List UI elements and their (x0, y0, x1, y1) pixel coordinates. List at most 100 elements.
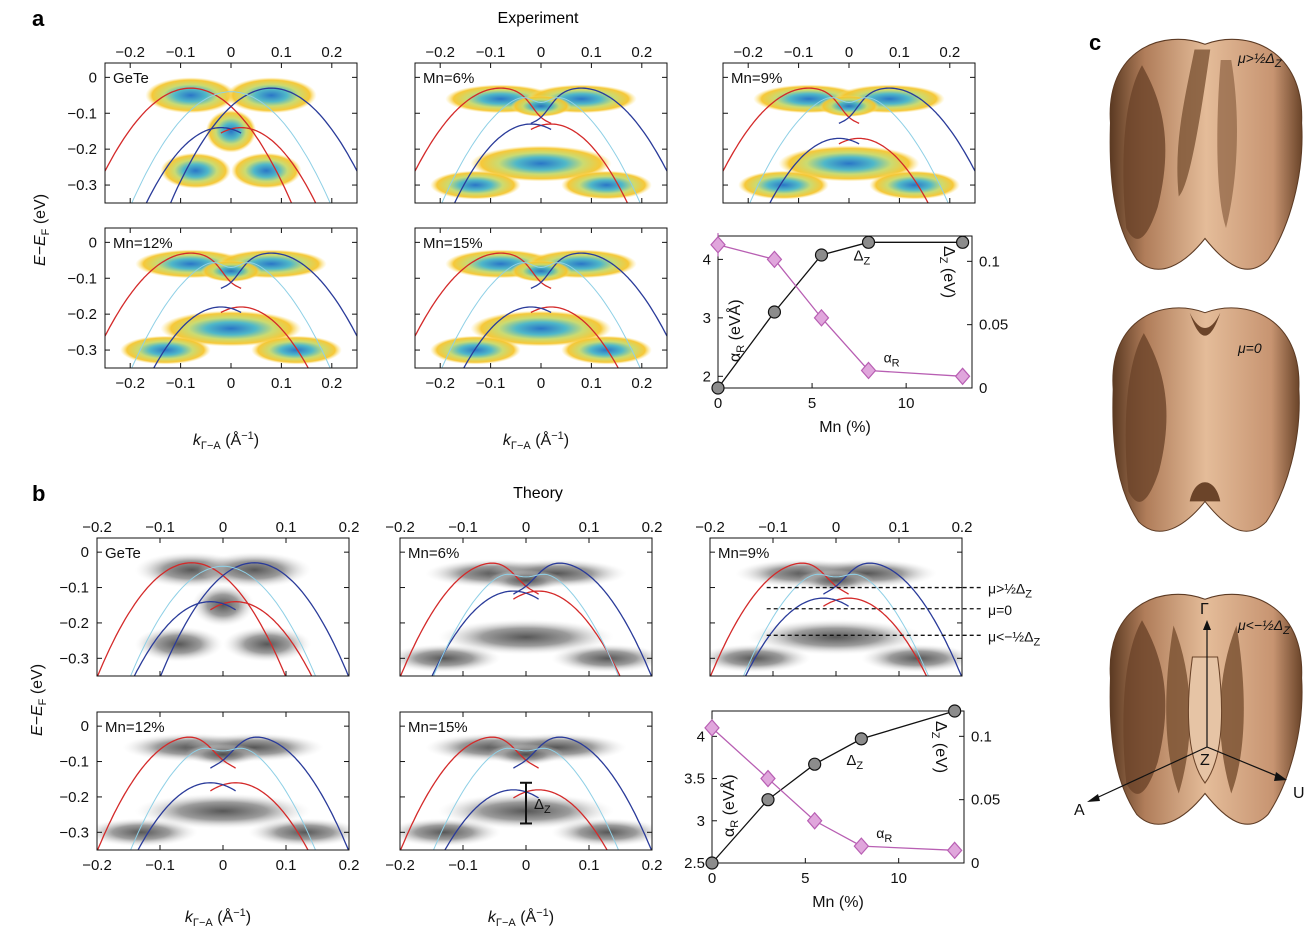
k-superscript: −1 (233, 907, 246, 919)
k-tick-label: −0.2 (425, 375, 455, 392)
composition-label: Mn=9% (731, 70, 782, 87)
delta-point (955, 235, 970, 249)
band-blue-lower (769, 137, 860, 203)
gamma-axis-arrow (1203, 620, 1211, 630)
alpha-point (710, 235, 726, 254)
k-tick-label: 0.2 (631, 375, 652, 392)
k-tick-label: −0.1 (145, 519, 175, 536)
intensity-map (415, 249, 667, 368)
band-red-lower (530, 123, 629, 203)
y2-tick-label: 0.05 (971, 792, 1000, 809)
k-tick-label: 0.2 (642, 519, 663, 536)
fermi-surface-fold (1166, 625, 1190, 794)
intensity-blob (225, 77, 317, 114)
band-blue-lower (431, 590, 539, 676)
energy-axis-label: E−EF (eV) (32, 194, 52, 266)
panel-letter-b: b (32, 481, 45, 506)
band-blue-upper (823, 562, 962, 676)
y-tick-label: 3 (703, 310, 711, 327)
chart-frame (717, 235, 973, 389)
band-blue-lower (133, 601, 236, 676)
experiment-panels: −0.2 −0.1 0 0.1 0.2 0 −0.1 −0.2 −0.3 GeTe −0.2 −0.1… (32, 44, 976, 452)
label-main: α (727, 353, 744, 362)
k-tick-label: −0.1 (166, 375, 196, 392)
band-cyan (742, 573, 930, 676)
k-tick-label: −0.1 (476, 375, 506, 392)
label-sub: Z (1025, 589, 1032, 601)
alpha-point (766, 250, 783, 269)
band-red-lower (838, 137, 929, 203)
label-main: Δ (940, 246, 957, 257)
k-symbol: k (193, 432, 202, 449)
intensity-blob (200, 260, 262, 282)
label-rest: (eV) (932, 738, 949, 773)
delta-point (861, 235, 876, 249)
band-blue-lower (444, 789, 539, 850)
composition-label: Mn=9% (718, 545, 769, 562)
k-tick-label: 0.1 (581, 44, 602, 61)
intensity-blob (561, 170, 652, 200)
intensity-blob (738, 170, 829, 200)
z-label: Z (1200, 752, 1210, 769)
k-tick-label: 0.1 (579, 857, 600, 874)
k-tick-label: 0.1 (276, 519, 297, 536)
label-sub: Z (863, 255, 870, 267)
k-tick-label: −0.1 (166, 44, 196, 61)
e-tick-label: −0.3 (59, 824, 89, 841)
band-map-panel: −0.2 −0.1 0 0.1 0.2 0 −0.1 −0.2 −0.3 GeTe (67, 44, 358, 204)
fermi-surface-label: μ<−½ΔZ (1237, 617, 1291, 637)
band-red-upper (415, 87, 552, 172)
k-close: ) (254, 432, 259, 449)
e-tick-label: −0.2 (59, 789, 89, 806)
y-axis-label: αR (eVÅ) (725, 299, 747, 362)
intensity-map (710, 559, 962, 676)
x-axis-label: Mn (%) (819, 419, 871, 436)
intensity-blob (510, 95, 572, 117)
intensity-blob (134, 793, 312, 829)
e-symbol: E−E (29, 705, 46, 736)
y-tick-label: 4 (697, 728, 705, 745)
alpha-series-label: αR (876, 825, 892, 845)
k-tick-label: −0.2 (82, 857, 112, 874)
fermi-surface-label: μ=0 (1237, 340, 1262, 356)
label-main: μ>½Δ (988, 581, 1025, 597)
y2-tick-label: 0 (979, 380, 987, 397)
k-tick-label: −0.1 (448, 857, 478, 874)
k-close: ) (564, 432, 569, 449)
fermi-surface-shadow (1123, 65, 1166, 239)
alpha-point (704, 718, 720, 737)
band-blue-lower (137, 782, 236, 850)
delta-series-label: ΔZ (846, 752, 863, 772)
band-cyan (130, 747, 317, 850)
intensity-blob (191, 584, 255, 627)
band-blue-upper (220, 252, 357, 337)
label-main: μ<−½Δ (988, 628, 1033, 644)
band-cyan (441, 97, 641, 203)
k-unit: (Å (213, 907, 234, 926)
k-tick-label: −0.2 (115, 44, 145, 61)
panel-c-label: c (1089, 30, 1101, 55)
fermi-surface-label: μ>½ΔZ (1237, 50, 1283, 70)
e-tick-label: −0.1 (59, 754, 89, 771)
k-symbol: k (488, 909, 497, 926)
label-main: Δ (846, 752, 856, 769)
intensity-blob (400, 644, 501, 673)
e-tick-label: 0 (81, 544, 89, 561)
y2-tick-label: 0.05 (979, 317, 1008, 334)
intensity-blob (223, 626, 312, 662)
label-sub: Z (937, 257, 949, 264)
label-main: μ<−½Δ (1237, 617, 1283, 633)
band-red-lower (210, 601, 313, 676)
k-tick-label: 0.2 (321, 44, 342, 61)
band-red-upper (400, 562, 539, 676)
band-blue-upper (210, 736, 349, 850)
band-red-upper (415, 252, 552, 337)
k-tick-label: 0.1 (271, 375, 292, 392)
y-tick-label: 2.5 (684, 855, 705, 872)
intensity-blob (869, 170, 960, 200)
label-sub: R (884, 833, 892, 845)
band-map-panel: −0.2 −0.1 0 0.1 0.2 Mn=9% (695, 519, 972, 677)
theory-panels: −0.2 −0.1 0 0.1 0.2 0 −0.1 −0.2 −0.3 GeTe −0.2 −0.1… (29, 519, 1040, 929)
k-tick-label: −0.2 (425, 44, 455, 61)
